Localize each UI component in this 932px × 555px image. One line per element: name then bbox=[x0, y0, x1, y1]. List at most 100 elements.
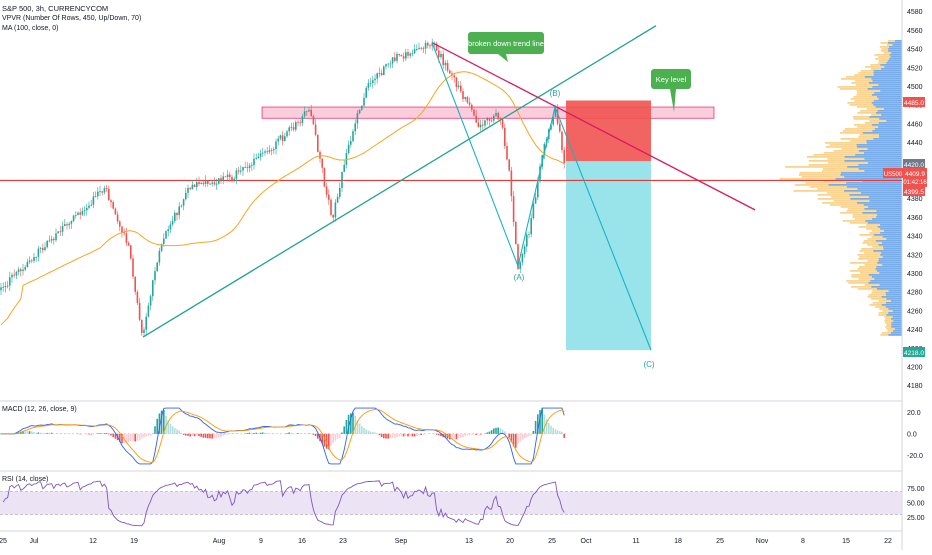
candle[interactable] bbox=[185, 193, 187, 199]
candle[interactable] bbox=[27, 262, 29, 267]
candle[interactable] bbox=[11, 275, 13, 278]
candle[interactable] bbox=[304, 111, 306, 116]
candle[interactable] bbox=[526, 235, 528, 247]
candle[interactable] bbox=[203, 183, 205, 184]
candle[interactable] bbox=[475, 115, 477, 122]
candle[interactable] bbox=[211, 182, 213, 183]
candle[interactable] bbox=[286, 131, 288, 136]
candle[interactable] bbox=[326, 186, 328, 194]
candle[interactable] bbox=[277, 139, 279, 142]
candle[interactable] bbox=[150, 296, 152, 305]
candle[interactable] bbox=[247, 167, 249, 168]
candle[interactable] bbox=[165, 231, 167, 238]
candle[interactable] bbox=[20, 269, 22, 271]
candle[interactable] bbox=[469, 102, 471, 104]
candle[interactable] bbox=[359, 110, 361, 114]
candle[interactable] bbox=[297, 122, 299, 123]
candle[interactable] bbox=[491, 121, 493, 122]
candle[interactable] bbox=[200, 183, 202, 184]
candle[interactable] bbox=[315, 125, 317, 135]
candle[interactable] bbox=[227, 175, 229, 177]
candle[interactable] bbox=[90, 205, 92, 206]
candle[interactable] bbox=[374, 79, 376, 81]
candle[interactable] bbox=[420, 48, 422, 49]
candle[interactable] bbox=[302, 116, 304, 123]
candle[interactable] bbox=[97, 192, 99, 196]
candle[interactable] bbox=[339, 188, 341, 197]
candle[interactable] bbox=[253, 159, 255, 165]
candle[interactable] bbox=[519, 262, 521, 269]
candle[interactable] bbox=[561, 131, 563, 150]
candle[interactable] bbox=[385, 64, 387, 66]
candle[interactable] bbox=[458, 86, 460, 87]
candle[interactable] bbox=[86, 208, 88, 210]
candle[interactable] bbox=[68, 224, 70, 226]
candle[interactable] bbox=[425, 43, 427, 49]
candle[interactable] bbox=[167, 229, 169, 231]
candle[interactable] bbox=[242, 167, 244, 170]
candle[interactable] bbox=[376, 73, 378, 78]
candle[interactable] bbox=[370, 83, 372, 84]
candle[interactable] bbox=[273, 149, 275, 150]
candle[interactable] bbox=[361, 106, 363, 110]
candle[interactable] bbox=[183, 199, 185, 205]
candle[interactable] bbox=[163, 239, 165, 244]
candle[interactable] bbox=[407, 52, 409, 55]
candle[interactable] bbox=[101, 191, 103, 192]
candle[interactable] bbox=[368, 83, 370, 88]
candle[interactable] bbox=[249, 165, 251, 168]
candle[interactable] bbox=[139, 303, 141, 320]
indicator-ma-label[interactable]: MA (100, close, 0) bbox=[2, 25, 58, 32]
candle[interactable] bbox=[394, 57, 396, 60]
candle[interactable] bbox=[62, 226, 64, 232]
candle[interactable] bbox=[119, 221, 121, 226]
candle[interactable] bbox=[464, 97, 466, 99]
candle[interactable] bbox=[174, 213, 176, 221]
candle[interactable] bbox=[354, 123, 356, 131]
candle[interactable] bbox=[7, 286, 9, 287]
candle[interactable] bbox=[148, 306, 150, 317]
candle[interactable] bbox=[187, 188, 189, 193]
candle[interactable] bbox=[57, 231, 59, 233]
candle[interactable] bbox=[271, 150, 273, 151]
candle[interactable] bbox=[440, 54, 442, 57]
candle[interactable] bbox=[99, 191, 101, 192]
candle[interactable] bbox=[189, 188, 191, 189]
candle[interactable] bbox=[156, 263, 158, 272]
candle[interactable] bbox=[260, 153, 262, 156]
candle[interactable] bbox=[335, 203, 337, 218]
candle[interactable] bbox=[508, 159, 510, 170]
candle[interactable] bbox=[196, 182, 198, 187]
candle[interactable] bbox=[240, 170, 242, 171]
candle[interactable] bbox=[456, 77, 458, 87]
candle[interactable] bbox=[137, 292, 139, 303]
candle[interactable] bbox=[53, 239, 55, 240]
candle[interactable] bbox=[251, 165, 253, 166]
candle[interactable] bbox=[423, 48, 425, 49]
macd-line[interactable] bbox=[1, 408, 564, 464]
candle[interactable] bbox=[9, 277, 11, 285]
candle[interactable] bbox=[24, 267, 26, 270]
candle[interactable] bbox=[178, 206, 180, 215]
candle[interactable] bbox=[330, 200, 332, 215]
candle[interactable] bbox=[128, 243, 130, 245]
candle[interactable] bbox=[236, 170, 238, 178]
candle[interactable] bbox=[255, 158, 257, 159]
candle[interactable] bbox=[522, 254, 524, 262]
candle[interactable] bbox=[49, 241, 51, 242]
candle[interactable] bbox=[559, 124, 561, 132]
candle[interactable] bbox=[214, 182, 216, 184]
candle[interactable] bbox=[16, 272, 18, 275]
candle[interactable] bbox=[51, 239, 53, 241]
candle[interactable] bbox=[117, 215, 119, 222]
candle[interactable] bbox=[405, 52, 407, 58]
candle[interactable] bbox=[216, 184, 218, 185]
candle[interactable] bbox=[513, 196, 515, 222]
candle[interactable] bbox=[504, 128, 506, 146]
candle[interactable] bbox=[563, 150, 565, 163]
candle[interactable] bbox=[535, 197, 537, 203]
candle[interactable] bbox=[22, 270, 24, 271]
candle[interactable] bbox=[482, 125, 484, 126]
candle[interactable] bbox=[33, 257, 35, 261]
candle[interactable] bbox=[478, 122, 480, 127]
